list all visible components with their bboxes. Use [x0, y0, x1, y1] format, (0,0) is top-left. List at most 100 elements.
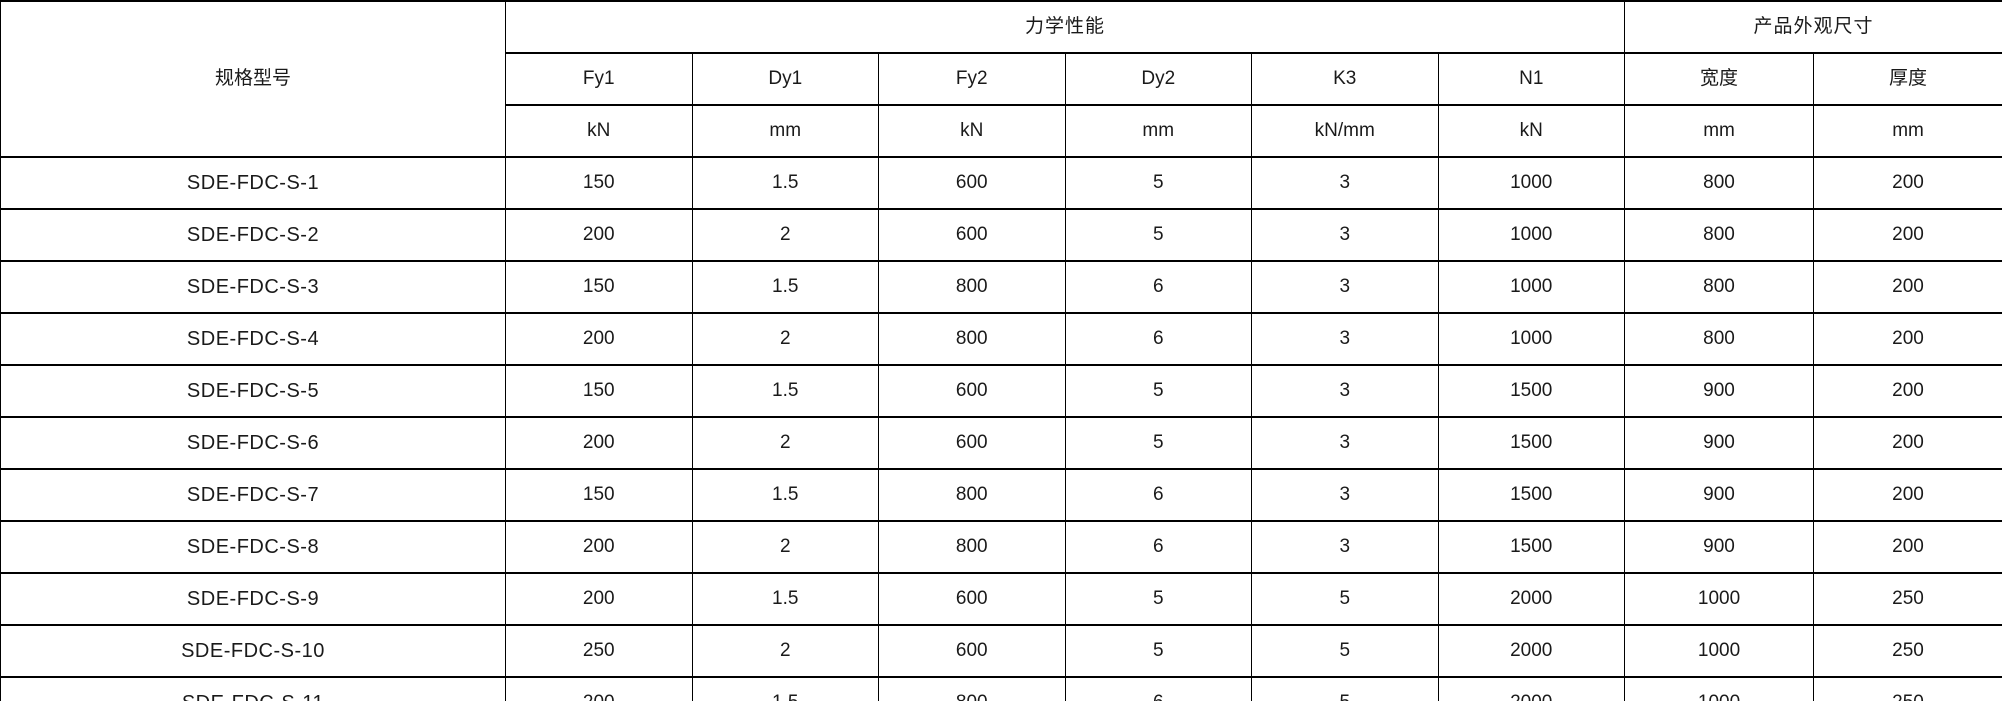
value-cell: 800	[1624, 312, 1815, 366]
unit-header: kN	[505, 104, 693, 158]
model-cell: SDE-FDC-S-1	[0, 156, 506, 210]
value-cell: 3	[1251, 416, 1439, 470]
value-cell: 1000	[1624, 624, 1815, 678]
spec-column-header: 规格型号	[0, 0, 506, 158]
value-cell: 200	[505, 312, 693, 366]
value-cell: 900	[1624, 520, 1815, 574]
unit-header: mm	[1813, 104, 2002, 158]
dimensions-group-header: 产品外观尺寸	[1624, 0, 2002, 54]
value-cell: 5	[1251, 676, 1439, 701]
model-cell: SDE-FDC-S-8	[0, 520, 506, 574]
table-row: SDE-FDC-S-7 150 1.5 800 6 3 1500 900 200	[0, 468, 2002, 522]
column-header-fy2: Fy2	[878, 52, 1066, 106]
unit-header-row: kN mm kN mm kN/mm kN mm mm	[1, 104, 2002, 158]
value-cell: 250	[1813, 624, 2002, 678]
value-cell: 900	[1624, 364, 1815, 418]
value-cell: 600	[878, 364, 1066, 418]
value-cell: 200	[505, 676, 693, 701]
value-cell: 1.5	[691, 364, 879, 418]
value-cell: 600	[878, 156, 1066, 210]
table-row: SDE-FDC-S-9 200 1.5 600 5 5 2000 1000 25…	[0, 572, 2002, 626]
value-cell: 5	[1251, 624, 1439, 678]
value-cell: 2000	[1437, 676, 1626, 701]
value-cell: 800	[1624, 208, 1815, 262]
value-cell: 1500	[1437, 520, 1626, 574]
value-cell: 1000	[1437, 312, 1626, 366]
group-header-row: 规格型号 力学性能 产品外观尺寸	[0, 0, 2002, 158]
value-cell: 200	[1813, 520, 2002, 574]
model-cell: SDE-FDC-S-2	[0, 208, 506, 262]
value-cell: 2	[691, 520, 879, 574]
value-cell: 6	[1064, 312, 1252, 366]
table-row: SDE-FDC-S-6 200 2 600 5 3 1500 900 200	[0, 416, 2002, 470]
value-cell: 600	[878, 416, 1066, 470]
value-cell: 5	[1064, 156, 1252, 210]
value-cell: 200	[1813, 468, 2002, 522]
table-row: SDE-FDC-S-5 150 1.5 600 5 3 1500 900 200	[0, 364, 2002, 418]
column-header-thickness: 厚度	[1813, 52, 2002, 106]
value-cell: 5	[1251, 572, 1439, 626]
value-cell: 900	[1624, 468, 1815, 522]
value-cell: 800	[878, 468, 1066, 522]
value-cell: 150	[505, 468, 693, 522]
model-cell: SDE-FDC-S-10	[0, 624, 506, 678]
value-cell: 1000	[1437, 208, 1626, 262]
column-header-row: Fy1 Dy1 Fy2 Dy2 K3 N1 宽度 厚度	[1, 52, 2002, 106]
value-cell: 600	[878, 624, 1066, 678]
value-cell: 2	[691, 208, 879, 262]
table-row: SDE-FDC-S-10 250 2 600 5 5 2000 1000 250	[0, 624, 2002, 678]
unit-header: mm	[1064, 104, 1252, 158]
value-cell: 3	[1251, 468, 1439, 522]
mechanical-group-header: 力学性能	[504, 0, 1626, 54]
value-cell: 600	[878, 572, 1066, 626]
value-cell: 200	[505, 208, 693, 262]
value-cell: 200	[1813, 208, 2002, 262]
column-header-dy1: Dy1	[691, 52, 879, 106]
value-cell: 800	[878, 676, 1066, 701]
value-cell: 900	[1624, 416, 1815, 470]
value-cell: 150	[505, 156, 693, 210]
value-cell: 5	[1064, 624, 1252, 678]
value-cell: 800	[878, 520, 1066, 574]
value-cell: 3	[1251, 156, 1439, 210]
value-cell: 2	[691, 416, 879, 470]
value-cell: 1.5	[691, 468, 879, 522]
value-cell: 800	[878, 312, 1066, 366]
model-cell: SDE-FDC-S-3	[0, 260, 506, 314]
value-cell: 800	[1624, 260, 1815, 314]
value-cell: 800	[1624, 156, 1815, 210]
value-cell: 2000	[1437, 624, 1626, 678]
unit-header: kN	[878, 104, 1066, 158]
value-cell: 1.5	[691, 156, 879, 210]
value-cell: 3	[1251, 208, 1439, 262]
value-cell: 5	[1064, 416, 1252, 470]
table-header: 规格型号 力学性能 产品外观尺寸 Fy1 Dy1 Fy2 Dy2 K3 N1 宽…	[0, 0, 2002, 158]
model-cell: SDE-FDC-S-5	[0, 364, 506, 418]
value-cell: 200	[505, 416, 693, 470]
value-cell: 1.5	[691, 260, 879, 314]
table-row: SDE-FDC-S-3 150 1.5 800 6 3 1000 800 200	[0, 260, 2002, 314]
value-cell: 1000	[1624, 572, 1815, 626]
table-row: SDE-FDC-S-1 150 1.5 600 5 3 1000 800 200	[0, 156, 2002, 210]
column-header-fy1: Fy1	[505, 52, 693, 106]
value-cell: 600	[878, 208, 1066, 262]
value-cell: 6	[1064, 260, 1252, 314]
table-row: SDE-FDC-S-8 200 2 800 6 3 1500 900 200	[0, 520, 2002, 574]
column-header-n1: N1	[1437, 52, 1626, 106]
value-cell: 800	[878, 260, 1066, 314]
value-cell: 200	[1813, 416, 2002, 470]
value-cell: 5	[1064, 364, 1252, 418]
table-row: SDE-FDC-S-11 200 1.5 800 6 5 2000 1000 2…	[0, 676, 2002, 701]
unit-header: kN/mm	[1251, 104, 1439, 158]
value-cell: 150	[505, 260, 693, 314]
model-cell: SDE-FDC-S-11	[0, 676, 506, 701]
value-cell: 6	[1064, 676, 1252, 701]
value-cell: 5	[1064, 572, 1252, 626]
value-cell: 200	[505, 572, 693, 626]
value-cell: 1.5	[691, 676, 879, 701]
value-cell: 2	[691, 312, 879, 366]
value-cell: 2000	[1437, 572, 1626, 626]
model-cell: SDE-FDC-S-6	[0, 416, 506, 470]
